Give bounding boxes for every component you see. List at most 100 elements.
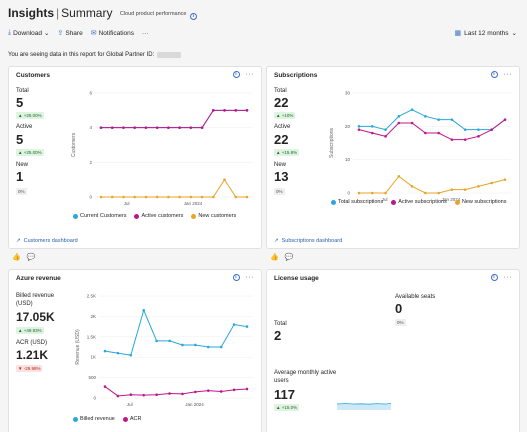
data-point[interactable]: [223, 178, 226, 181]
data-point[interactable]: [397, 115, 401, 118]
data-point[interactable]: [463, 188, 467, 191]
data-point[interactable]: [437, 118, 440, 121]
data-point[interactable]: [110, 195, 114, 199]
data-point[interactable]: [410, 121, 414, 125]
data-point[interactable]: [490, 128, 494, 131]
data-point[interactable]: [133, 126, 136, 129]
data-point[interactable]: [503, 118, 507, 121]
data-point[interactable]: [155, 393, 158, 397]
data-point[interactable]: [194, 390, 197, 394]
data-point[interactable]: [424, 131, 427, 135]
data-point[interactable]: [122, 195, 125, 199]
info-icon[interactable]: i: [232, 274, 240, 281]
data-point[interactable]: [450, 188, 454, 191]
data-point[interactable]: [99, 195, 103, 199]
info-icon[interactable]: i: [189, 13, 197, 20]
more-options-icon[interactable]: ···: [503, 71, 512, 78]
data-point[interactable]: [103, 385, 107, 388]
data-point[interactable]: [181, 343, 184, 347]
data-point[interactable]: [129, 353, 133, 357]
legend-item[interactable]: Active subscriptions: [391, 199, 447, 205]
data-point[interactable]: [234, 109, 238, 112]
data-point[interactable]: [477, 128, 480, 131]
data-point[interactable]: [142, 393, 146, 397]
data-point[interactable]: [103, 349, 107, 353]
data-point[interactable]: [144, 195, 148, 199]
legend-item[interactable]: Billed revenue: [73, 416, 115, 422]
thumbs-up-icon[interactable]: 👍: [12, 254, 21, 261]
more-options-icon[interactable]: ···: [245, 71, 254, 78]
data-point[interactable]: [219, 345, 223, 349]
data-point[interactable]: [357, 125, 361, 128]
data-point[interactable]: [424, 115, 427, 118]
data-point[interactable]: [144, 126, 148, 129]
notifications-button[interactable]: ✉ Notifications: [91, 29, 134, 38]
info-icon[interactable]: i: [232, 71, 240, 78]
share-button[interactable]: ⇪ Share: [57, 29, 82, 38]
data-point[interactable]: [232, 388, 236, 392]
legend-item[interactable]: ACR: [122, 416, 141, 422]
data-point[interactable]: [384, 128, 387, 131]
data-point[interactable]: [450, 138, 454, 141]
data-point[interactable]: [245, 195, 249, 199]
data-point[interactable]: [234, 195, 238, 199]
data-point[interactable]: [189, 195, 193, 199]
data-point[interactable]: [370, 191, 374, 195]
data-point[interactable]: [129, 393, 133, 397]
data-point[interactable]: [223, 109, 226, 112]
data-point[interactable]: [116, 351, 120, 355]
data-point[interactable]: [410, 185, 414, 188]
data-point[interactable]: [206, 389, 210, 392]
data-point[interactable]: [503, 178, 507, 181]
data-point[interactable]: [200, 195, 204, 199]
data-point[interactable]: [245, 109, 249, 112]
legend-item[interactable]: New subscriptions: [454, 199, 507, 205]
data-point[interactable]: [410, 108, 414, 111]
data-point[interactable]: [133, 195, 136, 199]
data-point[interactable]: [437, 191, 440, 195]
data-point[interactable]: [232, 323, 236, 326]
data-point[interactable]: [437, 131, 440, 135]
data-point[interactable]: [155, 195, 159, 199]
legend-item[interactable]: New customers: [191, 213, 236, 219]
data-point[interactable]: [122, 126, 125, 129]
date-range-picker[interactable]: ▦ Last 12 months ⌄: [454, 29, 517, 38]
data-point[interactable]: [200, 126, 204, 129]
data-point[interactable]: [155, 339, 158, 343]
data-point[interactable]: [206, 345, 210, 349]
data-point[interactable]: [477, 185, 480, 188]
subscriptions-dashboard-link[interactable]: ↗ Subscriptions dashboard: [274, 238, 342, 244]
data-point[interactable]: [463, 138, 467, 141]
comment-icon[interactable]: 💬: [284, 254, 294, 261]
data-point[interactable]: [245, 325, 249, 328]
data-point[interactable]: [477, 135, 480, 138]
data-point[interactable]: [384, 191, 387, 195]
data-point[interactable]: [357, 128, 361, 131]
data-point[interactable]: [168, 339, 171, 343]
info-icon[interactable]: i: [490, 274, 498, 281]
data-point[interactable]: [424, 191, 427, 195]
comment-icon[interactable]: 💬: [26, 254, 36, 261]
data-point[interactable]: [194, 343, 197, 347]
data-point[interactable]: [212, 195, 215, 199]
data-point[interactable]: [219, 390, 223, 393]
data-point[interactable]: [397, 175, 401, 178]
data-point[interactable]: [212, 109, 215, 112]
data-point[interactable]: [189, 126, 193, 129]
data-point[interactable]: [167, 195, 170, 199]
data-point[interactable]: [110, 126, 114, 129]
data-point[interactable]: [357, 191, 361, 195]
data-point[interactable]: [397, 121, 401, 125]
data-point[interactable]: [370, 125, 374, 128]
data-point[interactable]: [167, 126, 170, 129]
data-point[interactable]: [142, 308, 146, 312]
data-point[interactable]: [178, 195, 181, 199]
data-point[interactable]: [168, 392, 171, 395]
data-point[interactable]: [116, 394, 120, 398]
more-options-icon[interactable]: ···: [245, 274, 254, 281]
more-options-icon[interactable]: ···: [503, 274, 512, 281]
data-point[interactable]: [155, 126, 159, 129]
data-point[interactable]: [490, 181, 494, 185]
data-point[interactable]: [99, 126, 103, 129]
legend-item[interactable]: Total subscriptions: [331, 199, 383, 205]
